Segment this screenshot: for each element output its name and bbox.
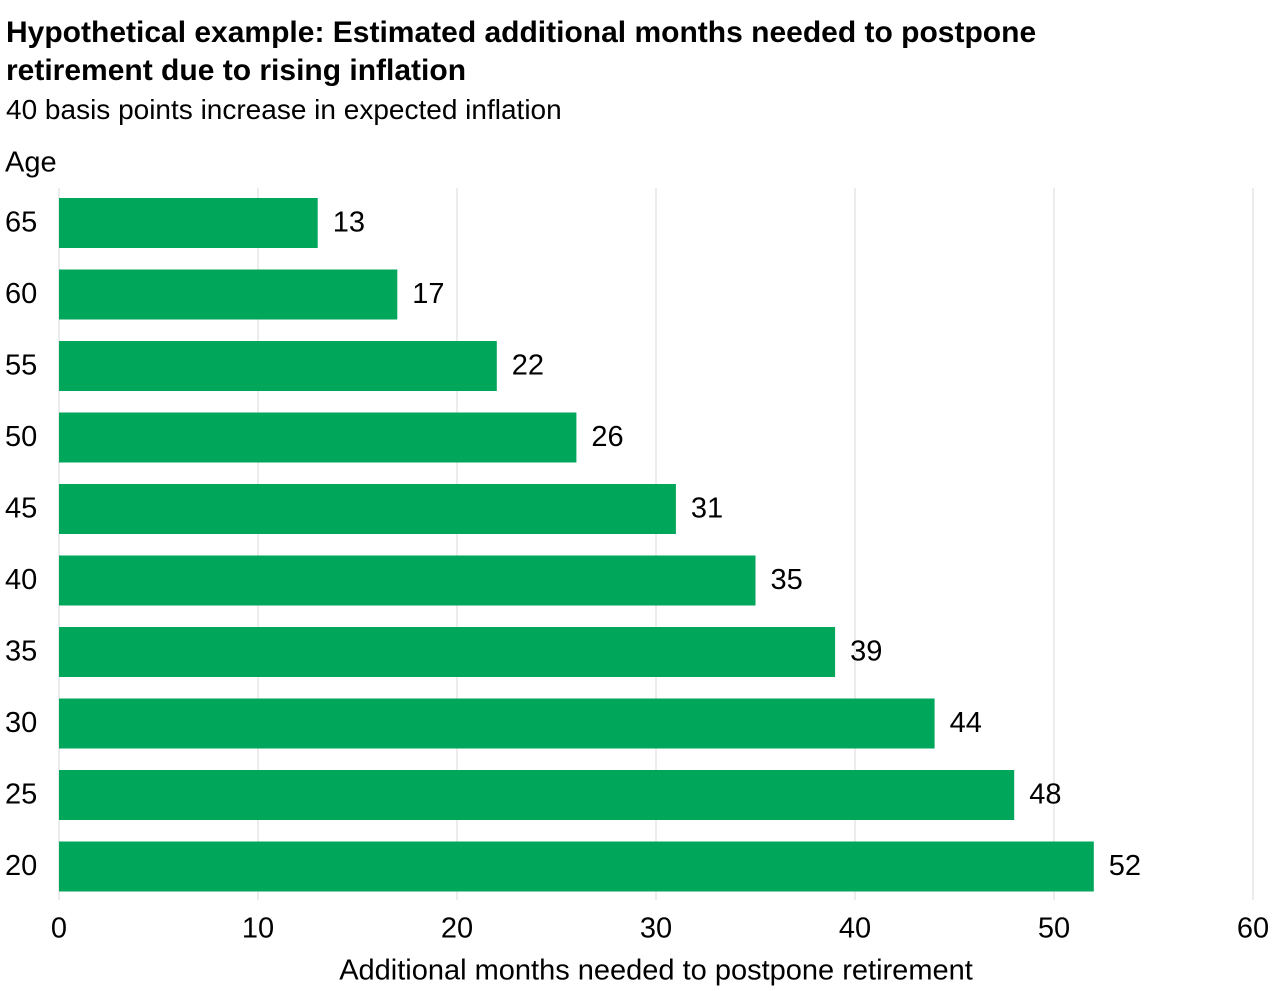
x-tick-label: 60 <box>1237 913 1269 945</box>
bar <box>59 555 756 606</box>
x-tick-label: 20 <box>441 913 473 945</box>
value-label: 22 <box>512 350 544 382</box>
bar <box>59 841 1094 892</box>
y-tick-label: 60 <box>5 278 37 310</box>
x-axis-title: Additional months needed to postpone ret… <box>339 955 973 987</box>
y-tick-label: 25 <box>5 779 37 811</box>
chart-subtitle: 40 basis points increase in expected inf… <box>6 94 562 125</box>
bar <box>59 484 676 534</box>
y-tick-label: 50 <box>5 421 37 453</box>
x-tick-label: 10 <box>242 913 274 945</box>
value-label: 44 <box>950 707 982 739</box>
y-tick-label: 55 <box>5 350 37 382</box>
x-tick-label: 50 <box>1038 913 1070 945</box>
x-tick-label: 0 <box>51 913 67 945</box>
value-label: 26 <box>591 421 623 453</box>
y-tick-label: 30 <box>5 707 37 739</box>
value-label: 48 <box>1029 779 1061 811</box>
y-tick-label: 20 <box>5 850 37 882</box>
bar <box>59 269 398 320</box>
y-tick-label: 40 <box>5 564 37 596</box>
bar <box>59 627 836 677</box>
y-tick-label: 35 <box>5 636 37 668</box>
y-tick-label: 65 <box>5 207 37 239</box>
bar <box>59 341 497 391</box>
y-axis-title: Age <box>5 147 57 179</box>
chart-title: Hypothetical example: Estimated addition… <box>6 16 1037 87</box>
bar <box>59 698 935 749</box>
x-tick-label: 40 <box>839 913 871 945</box>
value-label: 39 <box>850 636 882 668</box>
value-label: 13 <box>333 207 365 239</box>
bar <box>59 412 577 463</box>
x-tick-label: 30 <box>640 913 672 945</box>
bar <box>59 770 1015 820</box>
y-tick-label: 45 <box>5 493 37 525</box>
value-label: 35 <box>771 564 803 596</box>
value-label: 17 <box>412 278 444 310</box>
value-label: 31 <box>691 493 723 525</box>
bar <box>59 198 318 248</box>
value-label: 52 <box>1109 850 1141 882</box>
